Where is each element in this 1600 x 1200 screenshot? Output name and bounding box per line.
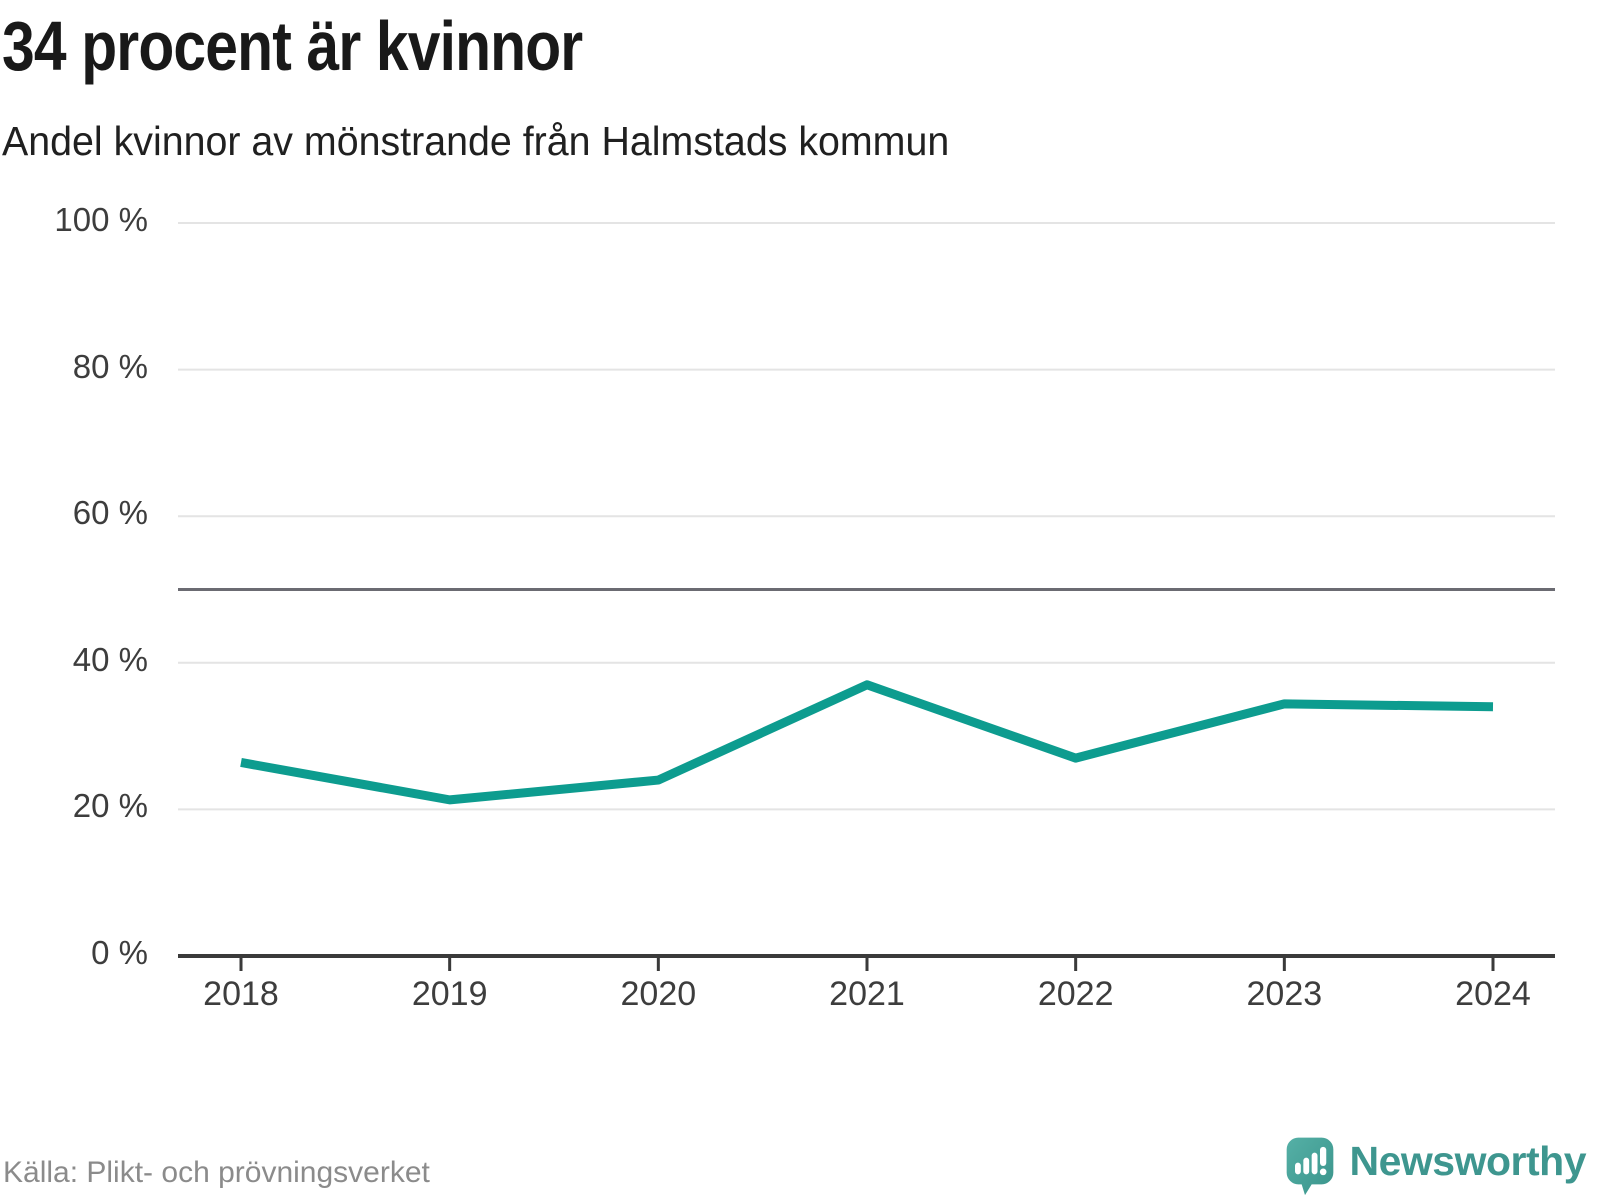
x-axis-tick-label: 2022 bbox=[1037, 975, 1114, 1013]
data-line-andel-kvinnor-av-m-nstrande bbox=[240, 680, 1494, 805]
y-axis-tick-label: 0 % bbox=[91, 933, 148, 971]
speech-bubble-shape bbox=[1286, 1137, 1333, 1196]
newsworthy-logo: Newsworthy bbox=[1285, 1136, 1587, 1196]
y-axis-tick-label: 100 % bbox=[54, 200, 148, 238]
chart-subtitle: Andel kvinnor av mönstrande från Halmsta… bbox=[2, 118, 950, 164]
x-axis-tick-label: 2021 bbox=[829, 975, 905, 1013]
bar-1 bbox=[1294, 1162, 1301, 1175]
bar-3 bbox=[1311, 1152, 1317, 1175]
exclamation-dot bbox=[1319, 1168, 1326, 1176]
x-axis-tick-label: 2024 bbox=[1455, 975, 1531, 1013]
x-axis-tick-label: 2023 bbox=[1246, 975, 1323, 1013]
newsworthy-logo-icon bbox=[1286, 1137, 1333, 1196]
x-axis-tick-label: 2020 bbox=[620, 975, 697, 1013]
exclamation-bar bbox=[1319, 1146, 1326, 1166]
newsworthy-logo-text: Newsworthy bbox=[1349, 1137, 1587, 1184]
chart-title: 34 procent är kvinnor bbox=[2, 7, 583, 85]
y-axis-tick-label: 80 % bbox=[72, 347, 148, 385]
y-axis-tick-label: 60 % bbox=[72, 494, 148, 532]
y-axis-tick-label: 20 % bbox=[72, 787, 148, 825]
y-axis-tick-label: 40 % bbox=[72, 640, 148, 678]
source-note: Källa: Plikt- och prövningsverket bbox=[3, 1156, 430, 1189]
x-axis-tick-label: 2019 bbox=[411, 975, 488, 1013]
bar-2 bbox=[1302, 1157, 1309, 1175]
x-axis-tick-label: 2018 bbox=[203, 975, 279, 1013]
